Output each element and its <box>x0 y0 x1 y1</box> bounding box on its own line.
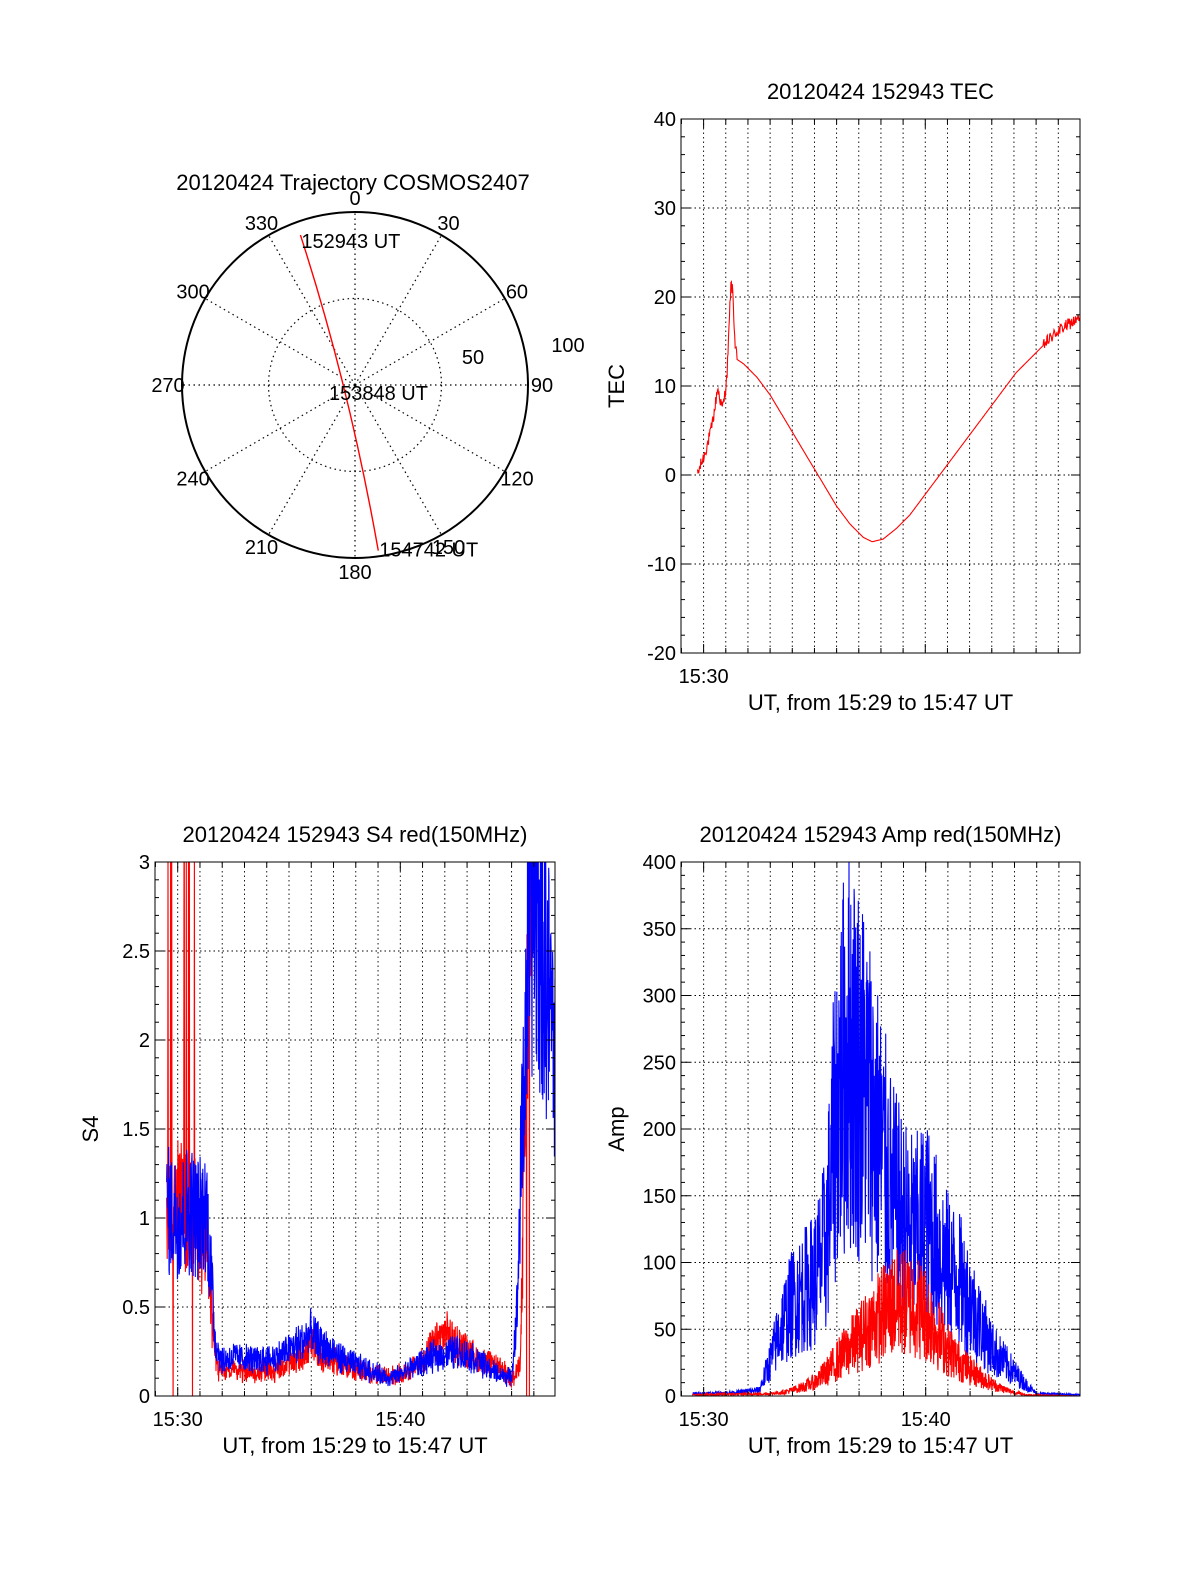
azimuth-label-180: 180 <box>338 562 371 584</box>
azimuth-label-120: 120 <box>500 469 533 491</box>
amp-ytick-label: 400 <box>643 852 676 874</box>
tec-xlabel: UT, from 15:29 to 15:47 UT <box>748 690 1013 715</box>
trajectory-track <box>299 234 379 551</box>
amp-xlabel: UT, from 15:29 to 15:47 UT <box>748 1433 1013 1458</box>
polar-outer-circle <box>181 211 529 559</box>
azimuth-label-0: 0 <box>349 188 360 210</box>
azimuth-label-270: 270 <box>151 375 184 397</box>
tec-ytick-label: 30 <box>654 198 676 220</box>
amp-chart: 20120424 152943 Amp red(150MHz) 0 50 100 150… <box>604 822 1081 1458</box>
s4-ytick-label: 0 <box>139 1386 150 1408</box>
azimuth-label-330: 330 <box>245 213 278 235</box>
azimuth-label-240: 240 <box>176 469 209 491</box>
azimuth-label-150: 150 <box>432 537 465 559</box>
s4-ytick-label: 1 <box>139 1208 150 1230</box>
s4-series-blue <box>166 862 555 1387</box>
s4-ytick-label: 1.5 <box>122 1119 150 1141</box>
amp-xtick-label: 15:30 <box>679 1409 729 1431</box>
amp-xtick-label: 15:40 <box>901 1409 951 1431</box>
amp-ytick-label: 100 <box>643 1253 676 1275</box>
s4-ytick-label: 2 <box>139 1030 150 1052</box>
polar-spoke-150 <box>354 384 443 536</box>
tec-ylabel: TEC <box>604 364 629 408</box>
track-mid-label: 153848 UT <box>329 383 428 405</box>
radial-label-50: 50 <box>462 347 484 369</box>
amp-ytick-label: 250 <box>643 1052 676 1074</box>
tec-title: 20120424 152943 TEC <box>767 79 994 104</box>
track-end-label: 154742 UT <box>379 540 478 562</box>
s4-chart: 20120424 152943 S4 red(150MHz) 0 0.5 1 1.5 2 2… <box>78 822 556 1458</box>
amp-ytick-label: 300 <box>643 986 676 1008</box>
azimuth-label-90: 90 <box>531 375 553 397</box>
s4-xtick-label: 15:30 <box>153 1409 203 1431</box>
polar-spoke-240 <box>204 384 356 473</box>
s4-title: 20120424 152943 S4 red(150MHz) <box>183 822 528 847</box>
s4-ytick-label: 3 <box>139 852 150 874</box>
tec-xtick-label: 15:30 <box>679 666 729 688</box>
azimuth-label-60: 60 <box>506 282 528 304</box>
tec-ytick-label: -10 <box>647 554 676 576</box>
amp-ytick-label: 150 <box>643 1186 676 1208</box>
tec-ytick-label: 40 <box>654 109 676 131</box>
s4-series-red <box>166 862 533 1396</box>
polar-spoke-210 <box>267 384 356 536</box>
amp-series-blue <box>692 862 1080 1396</box>
amp-ytick-label: 200 <box>643 1119 676 1141</box>
amp-ytick-label: 350 <box>643 919 676 941</box>
polar-spoke-30 <box>354 234 443 386</box>
azimuth-label-210: 210 <box>245 537 278 559</box>
s4-xtick-label: 15:40 <box>375 1409 425 1431</box>
s4-ytick-label: 0.5 <box>122 1297 150 1319</box>
tec-ytick-label: 10 <box>654 376 676 398</box>
tec-ytick-label: 0 <box>665 465 676 487</box>
amp-title: 20120424 152943 Amp red(150MHz) <box>699 822 1061 847</box>
tec-ytick-label: 20 <box>654 287 676 309</box>
track-start-label: 152943 UT <box>301 231 400 253</box>
s4-xlabel: UT, from 15:29 to 15:47 UT <box>222 1433 487 1458</box>
trajectory-title: 20120424 Trajectory COSMOS2407 <box>176 170 529 195</box>
amp-ytick-label: 50 <box>654 1319 676 1341</box>
polar-spoke-300 <box>204 297 356 386</box>
polar-spoke-330 <box>267 234 356 386</box>
amp-ytick-label: 0 <box>665 1386 676 1408</box>
radial-label-100: 100 <box>551 335 584 357</box>
azimuth-label-30: 30 <box>437 213 459 235</box>
tec-chart: 20120424 152943 TEC -20 -10 0 10 20 30 40 15:30 U… <box>604 79 1081 715</box>
amp-series-red <box>692 1249 1080 1396</box>
tec-ytick-label: -20 <box>647 643 676 665</box>
amp-ylabel: Amp <box>604 1106 629 1151</box>
azimuth-label-300: 300 <box>176 282 209 304</box>
polar-spoke-60 <box>354 297 506 386</box>
tec-series-red <box>696 280 1080 543</box>
s4-ytick-label: 2.5 <box>122 941 150 963</box>
s4-ylabel: S4 <box>78 1116 103 1143</box>
polar-spoke-120 <box>354 384 506 473</box>
